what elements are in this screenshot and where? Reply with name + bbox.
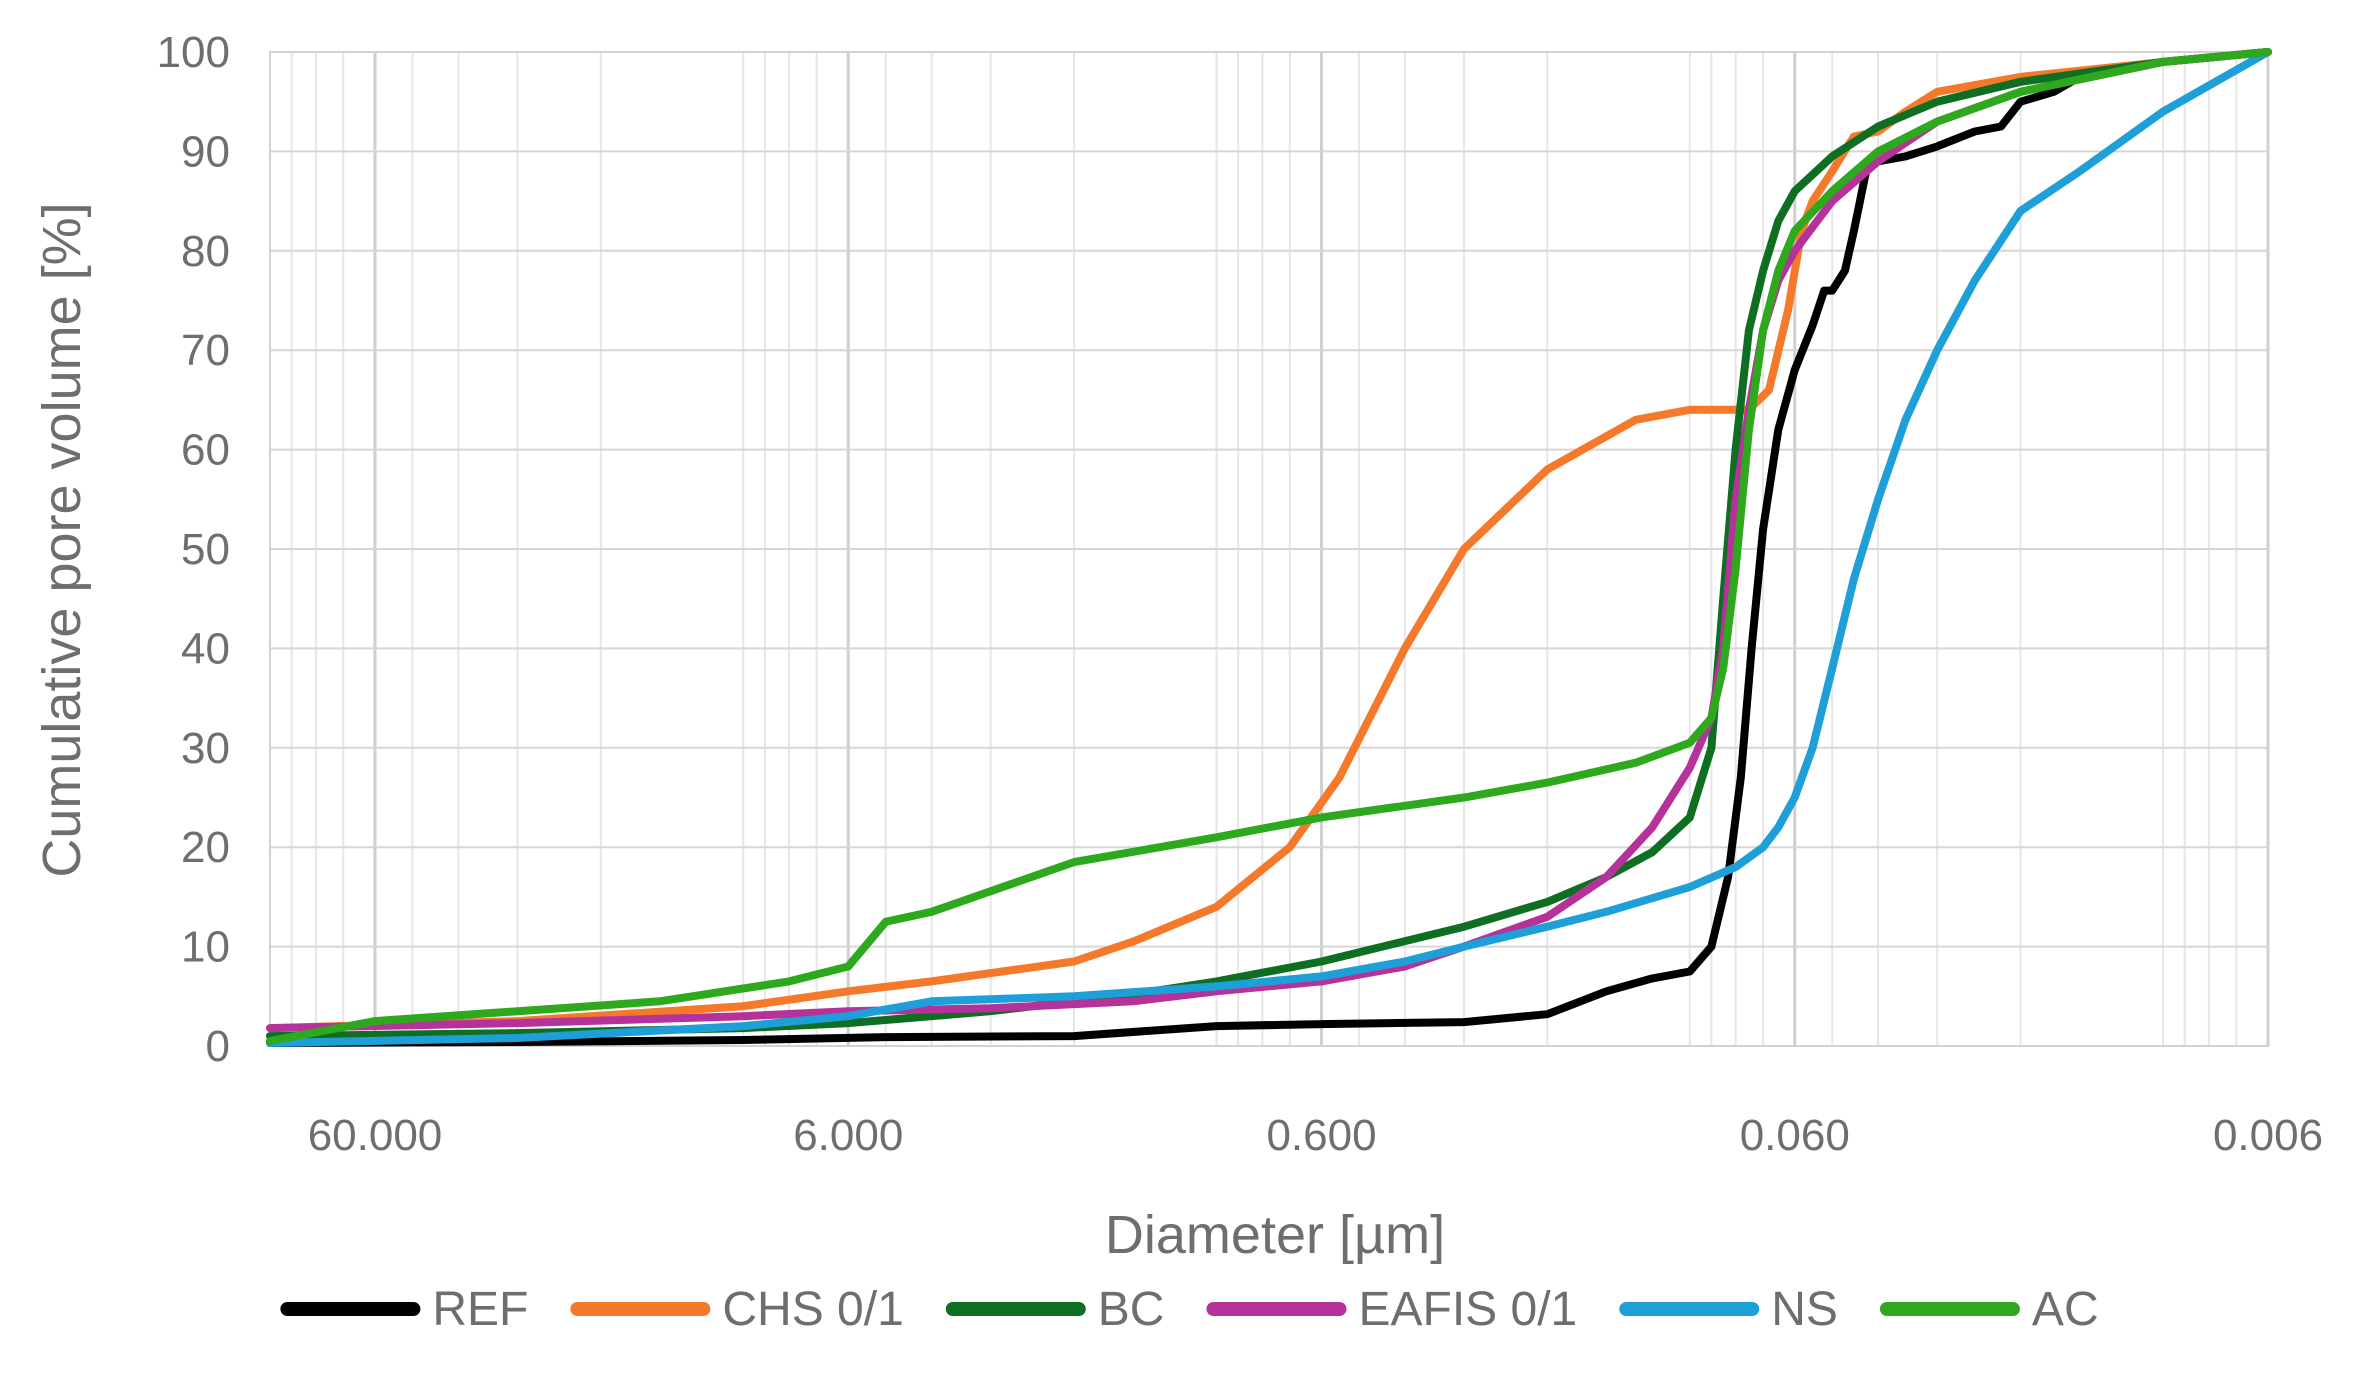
legend-label: AC	[2032, 1283, 2099, 1336]
plot-border	[269, 51, 2269, 1047]
legend-item-ac: AC	[1879, 1283, 2099, 1336]
series-line-ref	[266, 48, 2272, 1047]
legend-item-chs-0-1: CHS 0/1	[570, 1283, 904, 1336]
series-line-bc	[266, 48, 2272, 1041]
y-tick-label: 20	[181, 823, 230, 872]
series-line-eafis-0-1	[266, 48, 2272, 1033]
legend-label: REF	[432, 1283, 528, 1336]
y-tick-label: 90	[181, 127, 230, 176]
y-tick-label: 80	[181, 227, 230, 276]
y-tick-label: 100	[157, 28, 230, 77]
series-layer	[266, 48, 2272, 1047]
x-axis-title: Diameter [µm]	[1105, 1205, 1445, 1265]
y-tick-label: 30	[181, 724, 230, 773]
series-line-ac	[266, 48, 2272, 1045]
legend-item-bc: BC	[945, 1283, 1165, 1336]
x-tick-label: 0.060	[1740, 1111, 1850, 1160]
series-line-ns	[266, 48, 2272, 1047]
x-tick-label: 60.000	[308, 1111, 443, 1160]
x-tick-label: 6.000	[793, 1111, 903, 1160]
x-tick-label: 0.600	[1266, 1111, 1376, 1160]
y-tick-label: 40	[181, 624, 230, 673]
legend-label: NS	[1771, 1283, 1838, 1336]
legend-label: EAFIS 0/1	[1358, 1283, 1577, 1336]
plot-frame	[269, 51, 2269, 1047]
y-tick-label: 0	[206, 1022, 230, 1071]
y-tick-label: 60	[181, 426, 230, 475]
legend-item-ref: REF	[280, 1283, 528, 1336]
series-line-chs-0-1	[266, 48, 2272, 1033]
legend-label: BC	[1098, 1283, 1165, 1336]
y-tick-label: 10	[181, 923, 230, 972]
legend-item-ns: NS	[1619, 1283, 1838, 1336]
legend-label: CHS 0/1	[722, 1283, 903, 1336]
legend-item-eafis-0-1: EAFIS 0/1	[1206, 1283, 1577, 1336]
x-tick-label: 0.006	[2213, 1111, 2323, 1160]
legend: REF CHS 0/1 BC EAFIS 0/1 NS AC	[280, 1283, 2099, 1336]
y-tick-labels: 0 10 20 30 40 50 60 70 80 90 100	[157, 28, 230, 1071]
y-tick-label: 50	[181, 525, 230, 574]
y-tick-label: 70	[181, 326, 230, 375]
y-axis-title: Cumulative pore volume [%]	[32, 202, 92, 877]
x-tick-labels: 60.000 6.000 0.600 0.060 0.006	[308, 1111, 2323, 1160]
grid	[269, 51, 2270, 1047]
